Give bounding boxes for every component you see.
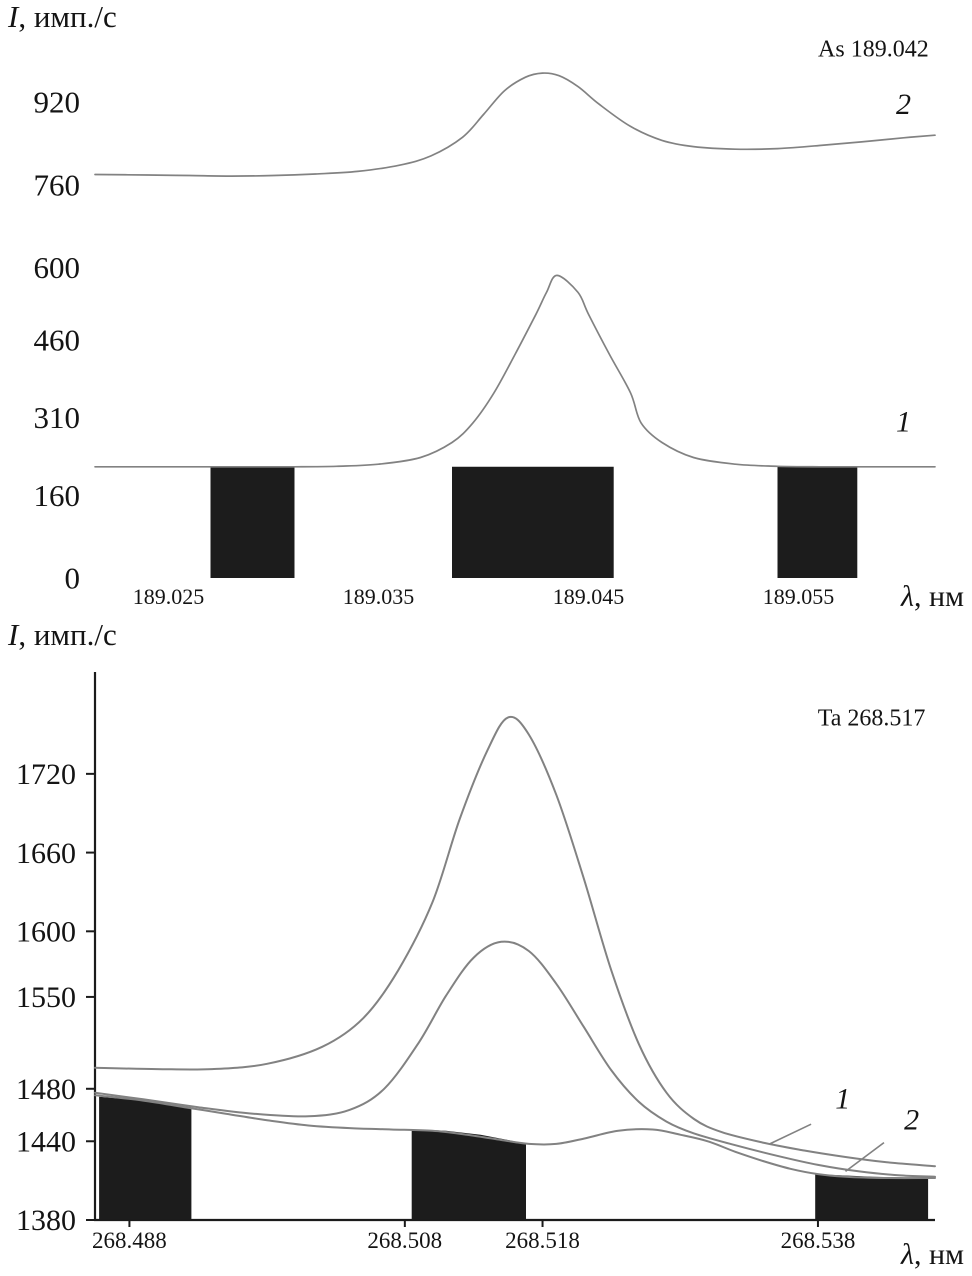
curve-number-label: 2	[896, 88, 911, 121]
y-axis-units: , имп./с	[18, 617, 117, 652]
curve-1-medium	[94, 940, 936, 1178]
y-axis-variable: I	[8, 0, 19, 34]
x-axis-variable: λ	[900, 580, 914, 613]
y-tick-label: 1660	[16, 837, 76, 870]
chart-ta-268-517: I, имп./с 1380 1440 1480 1550 1600 1660 1720 26…	[0, 614, 972, 1276]
y-tick-label: 460	[34, 323, 81, 358]
element-line-annotation: Ta 268.517	[818, 705, 926, 731]
y-tick-label: 1550	[16, 981, 76, 1014]
measurement-window	[777, 466, 858, 578]
x-axis-title: λ, нм	[901, 580, 964, 613]
curve-number-label: 2	[904, 1104, 919, 1137]
curve-1-tall	[94, 715, 936, 1168]
y-tick-label: 1720	[16, 758, 76, 791]
x-tick-label: 268.538	[781, 1228, 856, 1253]
x-axis-units: , нм	[913, 1238, 964, 1271]
element-line-annotation: As 189.042	[818, 37, 929, 63]
x-tick-label: 268.488	[92, 1228, 167, 1253]
curve-number-label: 1	[896, 406, 911, 439]
curve-label-leader	[769, 1123, 812, 1145]
x-tick-label: 189.025	[133, 584, 205, 609]
y-tick-label: 1380	[16, 1204, 76, 1237]
x-tick-label: 268.508	[367, 1228, 442, 1253]
measurement-window	[99, 1096, 192, 1220]
y-tick-label: 600	[34, 250, 81, 285]
x-axis-units: , нм	[913, 580, 964, 613]
measurement-window	[210, 466, 295, 578]
x-tick-label: 189.045	[553, 584, 625, 609]
measurement-window	[411, 1129, 526, 1220]
y-axis-variable: I	[8, 617, 19, 652]
y-tick-label: 1440	[16, 1126, 76, 1159]
y-tick-label: 1480	[16, 1073, 76, 1106]
as-spectrum-plot: 0 160 310 460 600 760 920 189.025 189.035 189.045…	[34, 37, 936, 609]
x-axis-title: λ, нм	[901, 1238, 964, 1271]
measurement-window	[815, 1174, 929, 1220]
y-tick-label: 160	[34, 478, 81, 513]
x-tick-label: 189.035	[343, 584, 415, 609]
measurement-window	[452, 466, 614, 578]
y-axis-units: , имп./с	[18, 0, 117, 34]
y-tick-label: 1600	[16, 916, 76, 949]
x-axis-variable: λ	[900, 1238, 914, 1271]
x-tick-label: 189.055	[763, 584, 835, 609]
curve-label-leader	[845, 1141, 885, 1173]
y-axis-title: I, имп./с	[8, 0, 117, 34]
curve-1	[94, 274, 936, 468]
y-tick-label: 760	[34, 167, 81, 202]
x-tick-label: 268.518	[505, 1228, 580, 1253]
y-tick-label: 310	[34, 400, 81, 435]
y-tick-label: 0	[65, 561, 81, 596]
y-tick-label: 920	[34, 85, 81, 120]
curve-number-label: 1	[835, 1083, 850, 1116]
curve-2-background	[94, 1094, 936, 1180]
ta-spectrum-plot: 1380 1440 1480 1550 1600 1660 1720 268.488 268.5…	[16, 672, 936, 1253]
chart-as-189-042: I, имп./с 0 160 310 460 600 760 920 189.025 189.…	[0, 0, 972, 614]
y-axis-title: I, имп./с	[8, 617, 117, 652]
curve-2	[94, 72, 936, 177]
